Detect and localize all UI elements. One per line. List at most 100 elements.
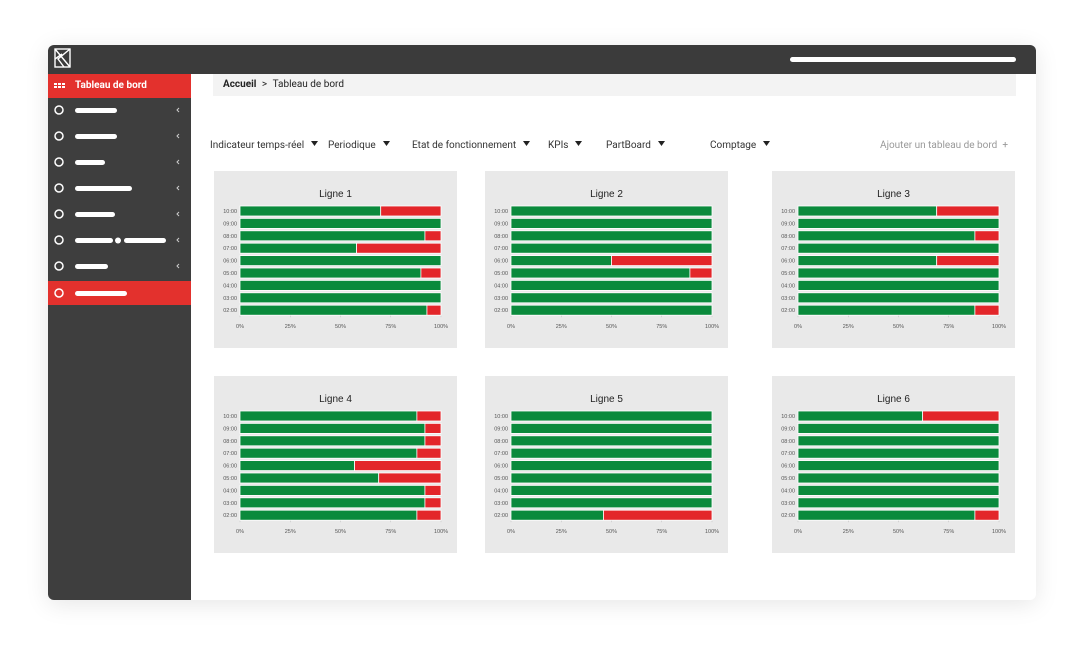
- x-tick-label: 0%: [794, 324, 802, 330]
- bar-segment: [936, 205, 1000, 217]
- menu-item-active[interactable]: Tableau de bord: [48, 74, 191, 98]
- menu-item[interactable]: [48, 202, 191, 226]
- chevron: [176, 159, 180, 165]
- bar-segment: [239, 205, 382, 217]
- dropdown-arrow: [311, 141, 319, 146]
- dropdown-tab[interactable]: Periodique: [328, 140, 392, 151]
- y-tick-label: 09:00: [223, 221, 237, 227]
- x-tick-label: 75%: [943, 324, 954, 330]
- x-tick-label: 25%: [843, 324, 854, 330]
- bar-segment: [239, 242, 357, 254]
- bar-segment: [239, 509, 418, 521]
- y-tick-label: 07:00: [494, 246, 508, 252]
- icon-shape: [54, 209, 64, 219]
- dropdown-arrow: [382, 141, 390, 146]
- top-bar: [48, 45, 1036, 74]
- bar-segment: [797, 205, 938, 217]
- bar-segment: [797, 485, 1000, 496]
- chart: Ligne 5 0% 25% 50% 75% 100% 10:00 09:00 08:00 07:…: [494, 394, 719, 535]
- menu-item[interactable]: [48, 254, 191, 278]
- chart: Ligne 2 0% 25% 50% 75% 100% 10:00 09:00 08:00 07:…: [494, 189, 719, 330]
- bar-segment: [510, 447, 713, 459]
- placeholder-bar: [75, 264, 108, 269]
- x-tick-label: 25%: [556, 324, 567, 330]
- menu-item-highlight[interactable]: [48, 281, 191, 305]
- arrow-shape: [382, 141, 390, 146]
- tab-label: PartBoard: [606, 140, 651, 151]
- bar-segment: [510, 472, 713, 484]
- chevron: [176, 107, 180, 113]
- y-tick-label: 06:00: [223, 464, 237, 470]
- bar-segment: [611, 255, 713, 266]
- bar-segment: [380, 205, 442, 217]
- y-tick-label: 09:00: [781, 221, 795, 227]
- bar-segment: [424, 230, 442, 242]
- chart-title: Ligne 6: [877, 394, 910, 405]
- y-tick-label: 09:00: [781, 426, 795, 432]
- chart: Ligne 3 0% 25% 50% 75% 100% 10:00 09:00 08:00 07:…: [781, 189, 1006, 330]
- icon-shape: [54, 105, 64, 115]
- chart-panel: Ligne 4 0% 25% 50% 75% 100% 10:00 09:00 08:00 07:…: [214, 376, 457, 553]
- arrow-shape: [575, 141, 583, 146]
- y-tick-label: 04:00: [781, 283, 795, 289]
- x-tick-label: 100%: [992, 529, 1006, 535]
- dropdown-tab[interactable]: PartBoard: [606, 140, 667, 151]
- bar-segment: [974, 509, 1000, 521]
- chart-panel: Ligne 6 0% 25% 50% 75% 100% 10:00 09:00 08:00 07:…: [772, 376, 1015, 553]
- breadcrumb: Accueil > Tableau de bord: [213, 74, 1016, 96]
- placeholder-bar: [75, 160, 105, 165]
- bar-segment: [797, 410, 924, 422]
- arrow-shape: [657, 141, 665, 146]
- menu-item[interactable]: [48, 176, 191, 200]
- menu-icon: [54, 131, 180, 141]
- y-tick-label: 07:00: [223, 246, 237, 252]
- y-tick-label: 08:00: [494, 234, 508, 240]
- tab-label: Comptage: [710, 140, 757, 151]
- menu-item[interactable]: [48, 98, 191, 122]
- bar-segment: [239, 472, 380, 484]
- breadcrumb-home[interactable]: Accueil: [223, 79, 257, 90]
- breadcrumb-current: Tableau de bord: [272, 79, 344, 90]
- dropdown-tab[interactable]: Etat de fonctionnement: [412, 140, 532, 151]
- menu-icon: [54, 209, 180, 219]
- bar-segment: [510, 423, 713, 434]
- bar-segment: [797, 242, 1000, 254]
- menu-item[interactable]: [48, 124, 191, 148]
- bar-segment: [797, 497, 1000, 509]
- arrow-shape: [523, 141, 531, 146]
- dropdown-tab[interactable]: Indicateur temps-réel: [210, 140, 320, 151]
- bar-segment: [239, 497, 426, 509]
- bar-segment: [797, 304, 976, 316]
- menu-item[interactable]: [48, 228, 191, 252]
- chart: Ligne 6 0% 25% 50% 75% 100% 10:00 09:00 08:00 07:…: [781, 394, 1006, 535]
- bar-segment: [378, 472, 442, 484]
- y-tick-label: 10:00: [494, 209, 508, 215]
- menu-icon: [54, 235, 180, 245]
- bar-segment: [239, 485, 426, 496]
- x-tick-label: 50%: [893, 324, 904, 330]
- bar-segment: [797, 267, 1000, 279]
- dropdown-tab[interactable]: Comptage: [710, 140, 772, 151]
- bar-segment: [424, 485, 442, 496]
- x-tick-label: 100%: [705, 324, 719, 330]
- y-tick-label: 03:00: [223, 296, 237, 302]
- y-tick-label: 10:00: [781, 209, 795, 215]
- bar-segment: [510, 255, 612, 266]
- menu-item[interactable]: [48, 150, 191, 174]
- dropdown-tab[interactable]: KPIs: [548, 140, 584, 151]
- bar-segment: [510, 435, 713, 447]
- y-tick-label: 05:00: [223, 271, 237, 277]
- y-tick-label: 06:00: [223, 259, 237, 265]
- plus-icon: +: [1002, 140, 1008, 151]
- x-tick-label: 25%: [556, 529, 567, 535]
- search-bar[interactable]: [790, 57, 1016, 62]
- add-dashboard[interactable]: Ajouter un tableau de bord +: [880, 140, 1008, 151]
- bar-segment: [239, 230, 426, 242]
- bar-segment: [416, 447, 442, 459]
- x-tick-label: 25%: [285, 324, 296, 330]
- bar-segment: [239, 460, 355, 471]
- tab-label: Periodique: [328, 140, 376, 151]
- bar-segment: [936, 255, 1000, 266]
- bar-segment: [426, 304, 442, 316]
